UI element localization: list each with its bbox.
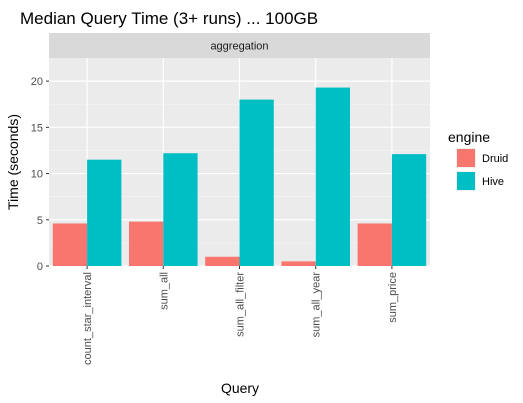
- x-tick-label: sum_all: [158, 272, 170, 310]
- bar-druid-sum-all-year: [281, 261, 315, 266]
- bar-druid-count-star-interval: [53, 223, 87, 266]
- x-tick-label: sum_all_year: [311, 272, 323, 338]
- bar-druid-sum-price: [358, 223, 392, 266]
- legend-key-druid: [457, 149, 475, 167]
- legend-label-hive: Hive: [482, 176, 504, 188]
- chart-title: Median Query Time (3+ runs) ... 100GB: [20, 9, 318, 28]
- x-axis-title: Query: [221, 380, 259, 396]
- legend-label-druid: Druid: [482, 153, 508, 165]
- x-tick-label: sum_all_filter: [235, 272, 247, 337]
- legend-title: engine: [448, 129, 490, 145]
- y-tick-label: 15: [31, 122, 43, 134]
- legend: engine Druid Hive: [448, 129, 508, 191]
- y-tick-label: 20: [31, 76, 43, 88]
- y-tick-label: 0: [37, 261, 43, 273]
- y-axis: 0 5 10 15 20: [31, 76, 49, 273]
- y-axis-title: Time (seconds): [5, 114, 21, 210]
- bar-hive-count-star-interval: [87, 160, 121, 266]
- x-tick-label: sum_price: [387, 272, 399, 323]
- y-tick-label: 5: [37, 215, 43, 227]
- bar-druid-sum-all: [129, 222, 163, 266]
- y-tick-label: 10: [31, 169, 43, 181]
- legend-key-hive: [457, 172, 475, 190]
- facet-strip-label: aggregation: [210, 41, 268, 53]
- x-axis: count_star_interval sum_all sum_all_filter…: [82, 266, 399, 365]
- bar-hive-sum-all: [163, 153, 197, 266]
- bar-druid-sum-all-filter: [205, 257, 239, 266]
- bar-hive-sum-all-filter: [240, 100, 274, 266]
- x-tick-label: count_star_interval: [82, 272, 94, 365]
- bar-hive-sum-all-year: [316, 88, 350, 266]
- bar-hive-sum-price: [392, 154, 426, 266]
